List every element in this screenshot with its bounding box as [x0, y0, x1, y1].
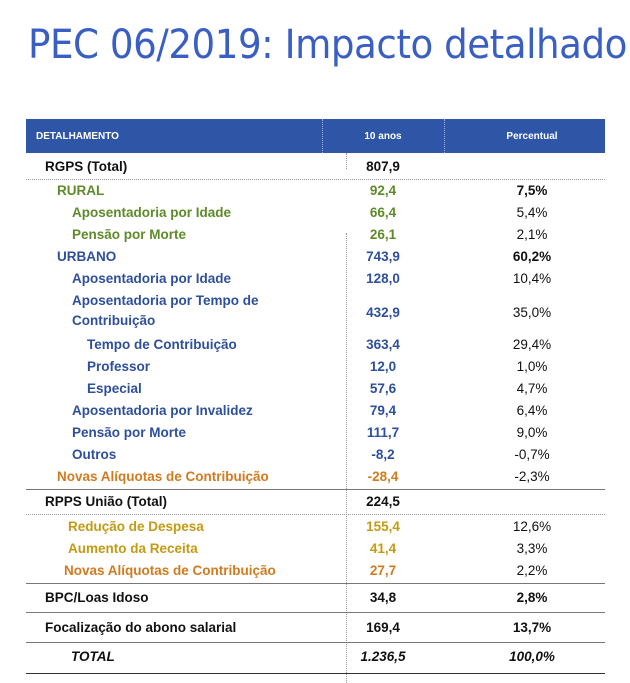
- row-value: 169,4: [366, 620, 400, 635]
- row-label: URBANO: [57, 249, 117, 264]
- row-percent: 2,1%: [516, 227, 548, 242]
- row-label-continued: Contribuição: [72, 313, 156, 328]
- row-divider: [26, 642, 605, 643]
- header-divider: [322, 119, 323, 153]
- row-divider: [26, 489, 605, 490]
- row-label: Aposentadoria por Idade: [72, 271, 232, 286]
- row-label: Redução de Despesa: [68, 519, 204, 534]
- row-label: RPPS União (Total): [45, 494, 168, 509]
- row-percent: 60,2%: [512, 249, 552, 264]
- row-value: 155,4: [366, 519, 400, 534]
- row-percent: 100,0%: [509, 649, 555, 664]
- row-label: Aposentadoria por Idade: [72, 205, 232, 220]
- column-divider: [346, 153, 347, 169]
- row-percent: -2,3%: [514, 469, 550, 484]
- header-detalhamento: DETALHAMENTO: [36, 131, 119, 142]
- row-divider: [26, 179, 605, 180]
- table-header: DETALHAMENTO 10 anos Percentual: [26, 119, 605, 153]
- row-percent: 2,2%: [516, 563, 548, 578]
- row-value: 41,4: [369, 541, 397, 556]
- row-percent: -0,7%: [514, 447, 550, 462]
- row-value: 79,4: [369, 403, 397, 418]
- row-value: 26,1: [369, 227, 397, 242]
- row-label: BPC/Loas Idoso: [45, 590, 149, 605]
- row-value: -8,2: [371, 447, 395, 462]
- row-divider: [26, 612, 605, 613]
- row-label: Pensão por Morte: [72, 425, 187, 440]
- row-percent: 1,0%: [516, 359, 548, 374]
- row-value: 363,4: [366, 337, 400, 352]
- row-percent: 10,4%: [512, 271, 552, 286]
- row-label: Aposentadoria por Tempo de: [72, 293, 259, 308]
- row-label: TOTAL: [71, 649, 115, 664]
- row-label: RURAL: [57, 183, 105, 198]
- row-value: 66,4: [369, 205, 397, 220]
- column-divider: [346, 233, 347, 683]
- header-10-anos: 10 anos: [364, 131, 402, 142]
- row-percent: 6,4%: [516, 403, 548, 418]
- row-percent: 12,6%: [512, 519, 552, 534]
- row-percent: 2,8%: [516, 590, 548, 605]
- page-title: PEC 06/2019: Impacto detalhado: [28, 22, 627, 68]
- header-percentual: Percentual: [506, 131, 558, 142]
- row-label: Pensão por Morte: [72, 227, 187, 242]
- row-label: Focalização do abono salarial: [45, 620, 237, 635]
- row-percent: 3,3%: [516, 541, 548, 556]
- row-percent: 9,0%: [516, 425, 548, 440]
- row-value: 27,7: [369, 563, 397, 578]
- row-value: 807,9: [366, 159, 400, 174]
- row-value: 432,9: [366, 305, 400, 320]
- row-value: 92,4: [369, 183, 397, 198]
- table-bottom-border: [26, 673, 605, 674]
- row-divider: [26, 583, 605, 584]
- row-value: 128,0: [366, 271, 400, 286]
- row-percent: 35,0%: [512, 305, 552, 320]
- row-percent: 4,7%: [516, 381, 548, 396]
- row-value: 12,0: [369, 359, 397, 374]
- row-label: RGPS (Total): [45, 159, 128, 174]
- row-percent: 5,4%: [516, 205, 548, 220]
- impact-table: DETALHAMENTO 10 anos Percentual RGPS (To…: [26, 119, 605, 683]
- header-divider: [444, 119, 445, 153]
- row-percent: 13,7%: [512, 620, 552, 635]
- row-value: 743,9: [366, 249, 400, 264]
- row-label: Tempo de Contribuição: [87, 337, 237, 352]
- row-value: 111,7: [366, 425, 400, 440]
- row-label: Professor: [87, 359, 151, 374]
- row-label: Aposentadoria por Invalidez: [72, 403, 253, 418]
- row-percent: 7,5%: [516, 183, 548, 198]
- row-value: 224,5: [366, 494, 400, 509]
- row-value: -28,4: [367, 469, 399, 484]
- row-value: 34,8: [369, 590, 397, 605]
- row-divider: [26, 514, 605, 515]
- row-percent: 29,4%: [512, 337, 552, 352]
- row-label: Especial: [87, 381, 142, 396]
- row-value: 57,6: [369, 381, 397, 396]
- row-label: Aumento da Receita: [68, 541, 198, 556]
- row-label: Novas Alíquotas de Contribuição: [57, 469, 269, 484]
- row-label: Novas Alíquotas de Contribuição: [64, 563, 276, 578]
- row-value: 1.236,5: [360, 649, 406, 664]
- row-label: Outros: [72, 447, 117, 462]
